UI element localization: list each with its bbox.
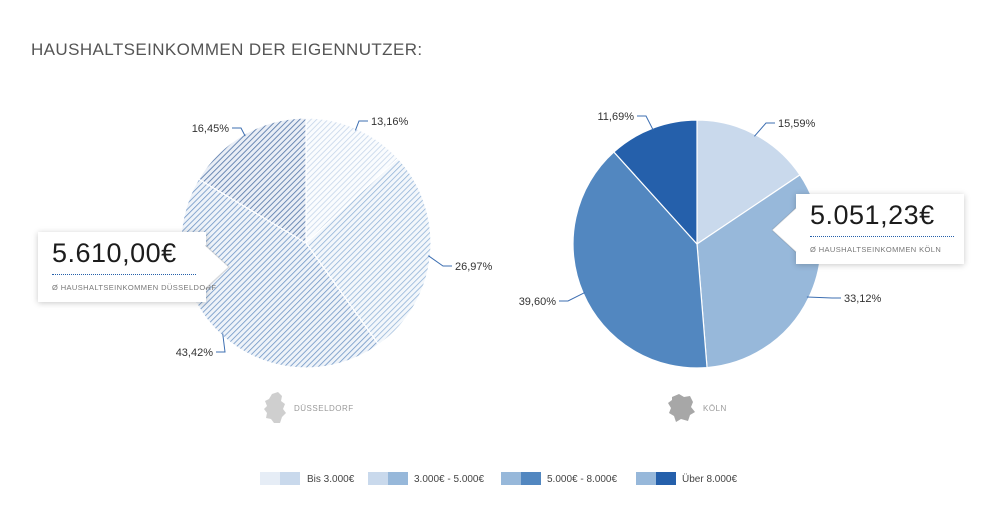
leader-line-3000-5000: [428, 255, 452, 267]
slice-label-bis-3000: 15,59%: [778, 118, 816, 130]
leader-line-bis-3000: [354, 120, 368, 131]
leader-line-bis-3000: [754, 122, 775, 137]
leader-line-3000-5000: [806, 296, 841, 299]
legend-label: 5.000€ - 8.000€: [547, 474, 617, 485]
average-value-koeln: 5.051,23€: [810, 200, 935, 230]
average-callout-koeln: 5.051,23€ Ø HAUSHALTSEINKOMMEN KÖLN: [796, 194, 964, 264]
city-label-koeln: KÖLN: [703, 404, 727, 413]
legend-label: Über 8.000€: [682, 473, 737, 485]
duesseldorf-map-icon: [264, 392, 286, 423]
slice-label-bis-3000: 13,16%: [371, 116, 409, 128]
legend: Bis 3.000€ 3.000€ - 5.000€ 5.000€ - 8.00…: [260, 472, 737, 485]
legend-item-5000-8000: 5.000€ - 8.000€: [501, 472, 617, 485]
legend-item-bis-3000: Bis 3.000€: [260, 472, 355, 485]
legend-swatch-light: [636, 472, 656, 485]
city-label-duesseldorf: DÜSSELDORF: [294, 404, 354, 413]
legend-swatch-light: [368, 472, 388, 485]
koeln-map-icon: [668, 394, 695, 422]
pie-chart-duesseldorf: 13,16% 26,97% 43,42% 16,45%: [176, 116, 493, 369]
legend-swatch-light: [501, 472, 521, 485]
legend-swatch-dark: [388, 472, 408, 485]
legend-swatch-dark: [656, 472, 676, 485]
legend-item-ueber-8000: Über 8.000€: [636, 472, 737, 485]
callout-pointer-duesseldorf: [205, 245, 230, 290]
slice-label-ueber-8000: 16,45%: [192, 123, 230, 135]
legend-swatch-dark: [280, 472, 300, 485]
legend-swatch-dark: [521, 472, 541, 485]
legend-label: 3.000€ - 5.000€: [414, 474, 484, 485]
average-caption-duesseldorf: Ø HAUSHALTSEINKOMMEN DÜSSELDORF: [52, 283, 217, 292]
average-value-duesseldorf: 5.610,00€: [52, 238, 177, 268]
pie-slice-5000-8000: [180, 178, 380, 369]
average-callout-duesseldorf: 5.610,00€ Ø HAUSHALTSEINKOMMEN DÜSSELDOR…: [38, 232, 216, 302]
slice-label-ueber-8000: 11,69%: [598, 111, 635, 123]
pie-slice-3000-5000: [305, 157, 432, 346]
leader-line-ueber-8000: [232, 127, 246, 137]
leader-line-ueber-8000: [637, 115, 654, 131]
legend-label: Bis 3.000€: [307, 474, 355, 485]
average-caption-koeln: Ø HAUSHALTSEINKOMMEN KÖLN: [810, 245, 942, 254]
legend-swatch-light: [260, 472, 280, 485]
leader-line-5000-8000: [216, 333, 226, 353]
slice-label-3000-5000: 26,97%: [455, 261, 493, 273]
callout-pointer-koeln: [772, 208, 797, 253]
callout-divider: [810, 236, 954, 237]
leader-line-5000-8000: [559, 291, 586, 302]
callout-divider: [52, 274, 196, 275]
slice-label-5000-8000: 39,60%: [519, 296, 557, 308]
slice-label-3000-5000: 33,12%: [844, 293, 882, 305]
legend-item-3000-5000: 3.000€ - 5.000€: [368, 472, 484, 485]
slice-label-5000-8000: 43,42%: [176, 347, 214, 359]
page-title: HAUSHALTSEINKOMMEN DER EIGENNUTZER:: [31, 40, 423, 59]
